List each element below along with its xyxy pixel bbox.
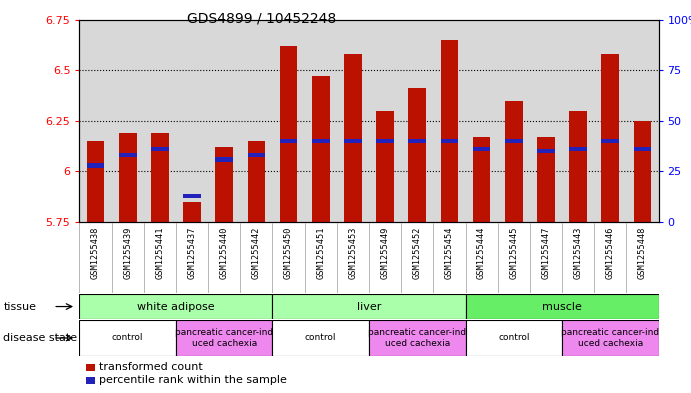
Bar xyxy=(183,202,201,222)
Text: white adipose: white adipose xyxy=(137,301,215,312)
Text: transformed count: transformed count xyxy=(99,362,202,373)
Text: GSM1255442: GSM1255442 xyxy=(252,226,261,279)
Bar xyxy=(562,320,659,356)
Bar xyxy=(280,139,297,143)
Text: GSM1255447: GSM1255447 xyxy=(542,226,551,279)
Text: control: control xyxy=(305,334,337,342)
Bar xyxy=(312,76,330,222)
Text: pancreatic cancer-ind
uced cachexia: pancreatic cancer-ind uced cachexia xyxy=(368,328,466,348)
Bar xyxy=(601,54,619,222)
Bar xyxy=(247,141,265,222)
Text: pancreatic cancer-ind
uced cachexia: pancreatic cancer-ind uced cachexia xyxy=(561,328,659,348)
Text: GSM1255448: GSM1255448 xyxy=(638,226,647,279)
Text: GSM1255454: GSM1255454 xyxy=(445,226,454,279)
Bar xyxy=(505,139,522,143)
Bar xyxy=(79,320,176,356)
Text: GSM1255437: GSM1255437 xyxy=(187,226,196,279)
Text: percentile rank within the sample: percentile rank within the sample xyxy=(99,375,287,386)
Bar xyxy=(369,320,466,356)
Bar xyxy=(272,294,466,319)
Bar xyxy=(466,320,562,356)
Bar xyxy=(216,147,233,222)
Bar xyxy=(119,133,137,222)
Bar xyxy=(601,139,619,143)
Bar xyxy=(272,320,369,356)
Bar xyxy=(183,193,201,198)
Bar xyxy=(473,147,491,151)
Bar xyxy=(408,139,426,143)
Text: muscle: muscle xyxy=(542,301,582,312)
Bar xyxy=(634,121,652,222)
Text: GDS4899 / 10452248: GDS4899 / 10452248 xyxy=(187,12,336,26)
Bar xyxy=(376,111,394,222)
Bar xyxy=(537,149,555,153)
Text: GSM1255452: GSM1255452 xyxy=(413,226,422,279)
Text: control: control xyxy=(498,334,529,342)
Bar xyxy=(86,163,104,167)
Bar xyxy=(312,139,330,143)
Bar xyxy=(247,153,265,158)
Bar xyxy=(86,141,104,222)
Text: GSM1255450: GSM1255450 xyxy=(284,226,293,279)
Bar xyxy=(79,294,272,319)
Text: GSM1255444: GSM1255444 xyxy=(477,226,486,279)
Bar xyxy=(151,147,169,151)
Text: GSM1255451: GSM1255451 xyxy=(316,226,325,279)
Bar xyxy=(119,153,137,158)
Text: tissue: tissue xyxy=(3,301,37,312)
Text: pancreatic cancer-ind
uced cachexia: pancreatic cancer-ind uced cachexia xyxy=(175,328,274,348)
Bar xyxy=(176,320,272,356)
Bar xyxy=(344,139,362,143)
Text: control: control xyxy=(112,334,144,342)
Text: GSM1255438: GSM1255438 xyxy=(91,226,100,279)
Bar xyxy=(344,54,362,222)
Text: GSM1255446: GSM1255446 xyxy=(606,226,615,279)
Bar xyxy=(505,101,522,222)
Bar xyxy=(569,147,587,151)
Text: GSM1255449: GSM1255449 xyxy=(381,226,390,279)
Text: GSM1255441: GSM1255441 xyxy=(155,226,164,279)
Text: GSM1255440: GSM1255440 xyxy=(220,226,229,279)
Bar xyxy=(216,157,233,162)
Bar xyxy=(466,294,659,319)
Bar xyxy=(537,137,555,222)
Bar xyxy=(441,139,458,143)
Text: GSM1255443: GSM1255443 xyxy=(574,226,583,279)
Text: GSM1255445: GSM1255445 xyxy=(509,226,518,279)
Bar xyxy=(569,111,587,222)
Bar xyxy=(441,40,458,222)
Text: liver: liver xyxy=(357,301,381,312)
Bar xyxy=(473,137,491,222)
Bar xyxy=(634,147,652,151)
Text: GSM1255453: GSM1255453 xyxy=(348,226,357,279)
Bar xyxy=(280,46,297,222)
Text: GSM1255439: GSM1255439 xyxy=(123,226,132,279)
Bar xyxy=(151,133,169,222)
Bar xyxy=(376,139,394,143)
Bar xyxy=(408,88,426,222)
Text: disease state: disease state xyxy=(3,333,77,343)
